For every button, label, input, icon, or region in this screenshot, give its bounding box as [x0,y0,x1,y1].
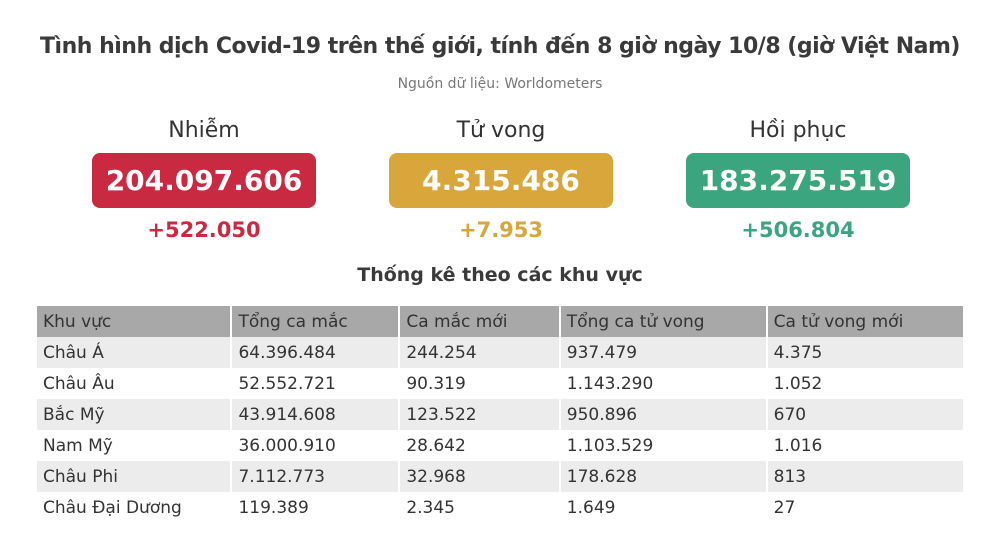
table-cell: 1.016 [766,430,966,461]
table-cell: 2.345 [399,492,561,523]
column-header: Tổng ca tử vong [559,306,768,337]
table-cell: 32.968 [399,461,561,492]
table-cell: 813 [766,461,966,492]
table-cell: 28.642 [399,430,561,461]
table-cell: 52.552.721 [231,368,401,399]
table-cell: 1.103.529 [559,430,768,461]
table-title: Thống kê theo các khu vực [357,264,643,286]
table-row: Châu Á 64.396.484 244.254 937.479 4.375 [37,337,966,368]
table-row: Nam Mỹ 36.000.910 28.642 1.103.529 1.016 [37,430,966,461]
table-cell: 670 [766,399,966,430]
table-cell: 36.000.910 [231,430,401,461]
table-row: Bắc Mỹ 43.914.608 123.522 950.896 670 [37,399,966,430]
table-cell: 1.052 [766,368,966,399]
stat-value: 204.097.606 [92,153,316,208]
table-cell: Châu Đại Dương [37,492,233,523]
table-cell: 950.896 [559,399,768,430]
column-header: Ca tử vong mới [766,306,966,337]
table-cell: 43.914.608 [231,399,401,430]
table-cell: 64.396.484 [231,337,401,368]
table-cell: 119.389 [231,492,401,523]
stat-value: 183.275.519 [686,153,910,208]
table-cell: 7.112.773 [231,461,401,492]
table-cell: 90.319 [399,368,561,399]
header-row: Khu vực Tổng ca mắc Ca mắc mới Tổng ca tử v… [37,306,966,337]
table-cell: 244.254 [399,337,561,368]
column-header: Khu vực [37,306,233,337]
source: Nguồn dữ liệu: Worldometers [397,76,603,92]
table-cell: 123.522 [399,399,561,430]
stat-change: +522.050 [147,218,261,242]
stat-label: Tử vong [456,118,546,143]
table-cell: 4.375 [766,337,966,368]
table-cell: 27 [766,492,966,523]
table-row: Châu Phi 7.112.773 32.968 178.628 813 [37,461,966,492]
table-cell: Nam Mỹ [37,430,233,461]
table-row: Châu Đại Dương 119.389 2.345 1.649 27 [37,492,966,523]
stat-change: +7.953 [458,218,544,242]
table-cell: Châu Phi [37,461,233,492]
title: Tình hình dịch Covid-19 trên thế giới, t… [40,34,960,59]
region-table: Khu vực Tổng ca mắc Ca mắc mới Tổng ca tử v… [37,306,966,523]
table-cell: Châu Âu [37,368,233,399]
table-cell: 178.628 [559,461,768,492]
table-body: Châu Á 64.396.484 244.254 937.479 4.375 Châu … [37,337,966,523]
stat-label: Nhiễm [168,118,240,143]
table-row: Châu Âu 52.552.721 90.319 1.143.290 1.052 [37,368,966,399]
stat-label: Hồi phục [749,118,847,143]
stat-change: +506.804 [741,218,855,242]
table-cell: 1.649 [559,492,768,523]
table-cell: 1.143.290 [559,368,768,399]
table-cell: Châu Á [37,337,233,368]
table-cell: 937.479 [559,337,768,368]
stat-value: 4.315.486 [389,153,613,208]
column-header: Ca mắc mới [399,306,561,337]
table-cell: Bắc Mỹ [37,399,233,430]
column-header: Tổng ca mắc [231,306,401,337]
